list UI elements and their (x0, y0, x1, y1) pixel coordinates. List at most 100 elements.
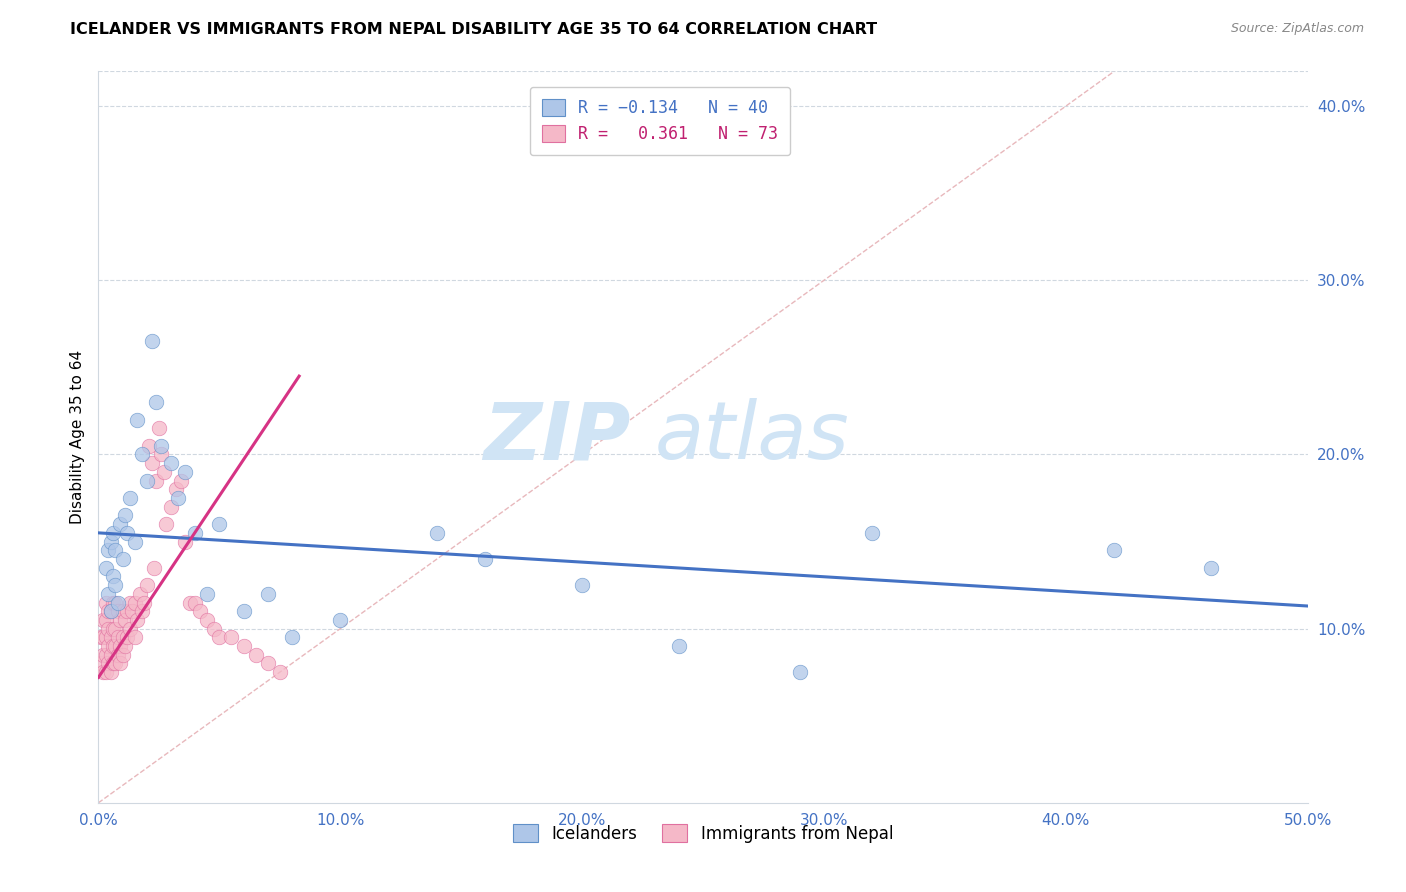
Immigrants from Nepal (245, 648, 267, 662)
Immigrants from Nepal (100, 604, 122, 618)
Immigrants from Nepal (111, 648, 134, 662)
Immigrants from Nepal (195, 613, 218, 627)
Immigrants from Nepal (145, 474, 167, 488)
Icelanders (789, 665, 811, 680)
Immigrants from Nepal (91, 613, 114, 627)
Immigrants from Nepal (138, 439, 160, 453)
Immigrants from Nepal (121, 604, 143, 618)
Icelanders (104, 578, 127, 592)
Immigrants from Nepal (94, 648, 117, 662)
Icelanders (117, 525, 139, 540)
Immigrants from Nepal (118, 595, 141, 609)
Icelanders (145, 395, 167, 409)
Icelanders (281, 631, 304, 645)
Immigrants from Nepal (97, 657, 120, 671)
Immigrants from Nepal (118, 622, 141, 636)
Icelanders (571, 578, 593, 592)
Immigrants from Nepal (104, 622, 127, 636)
Immigrants from Nepal (188, 604, 211, 618)
Text: ZIP: ZIP (484, 398, 630, 476)
Text: atlas: atlas (655, 398, 849, 476)
Immigrants from Nepal (94, 665, 117, 680)
Icelanders (118, 491, 141, 505)
Immigrants from Nepal (101, 657, 124, 671)
Text: Source: ZipAtlas.com: Source: ZipAtlas.com (1230, 22, 1364, 36)
Icelanders (232, 604, 254, 618)
Immigrants from Nepal (100, 631, 122, 645)
Immigrants from Nepal (101, 639, 124, 653)
Immigrants from Nepal (165, 483, 187, 497)
Y-axis label: Disability Age 35 to 64: Disability Age 35 to 64 (69, 350, 84, 524)
Icelanders (108, 517, 131, 532)
Icelanders (104, 543, 127, 558)
Immigrants from Nepal (104, 595, 127, 609)
Immigrants from Nepal (97, 639, 120, 653)
Immigrants from Nepal (104, 639, 127, 653)
Icelanders (131, 448, 153, 462)
Immigrants from Nepal (107, 604, 129, 618)
Immigrants from Nepal (141, 456, 163, 470)
Immigrants from Nepal (114, 639, 136, 653)
Immigrants from Nepal (256, 657, 278, 671)
Icelanders (124, 534, 146, 549)
Immigrants from Nepal (135, 578, 157, 592)
Immigrants from Nepal (111, 631, 134, 645)
Immigrants from Nepal (94, 631, 117, 645)
Immigrants from Nepal (100, 648, 122, 662)
Icelanders (97, 587, 120, 601)
Icelanders (184, 525, 207, 540)
Immigrants from Nepal (97, 622, 120, 636)
Icelanders (150, 439, 173, 453)
Icelanders (474, 552, 496, 566)
Immigrants from Nepal (117, 604, 139, 618)
Immigrants from Nepal (111, 604, 134, 618)
Immigrants from Nepal (101, 622, 124, 636)
Immigrants from Nepal (91, 665, 114, 680)
Icelanders (111, 552, 134, 566)
Icelanders (100, 534, 122, 549)
Icelanders (1102, 543, 1125, 558)
Icelanders (329, 613, 352, 627)
Icelanders (101, 525, 124, 540)
Immigrants from Nepal (90, 631, 112, 645)
Immigrants from Nepal (100, 665, 122, 680)
Icelanders (97, 543, 120, 558)
Immigrants from Nepal (124, 595, 146, 609)
Immigrants from Nepal (107, 631, 129, 645)
Immigrants from Nepal (108, 657, 131, 671)
Immigrants from Nepal (107, 648, 129, 662)
Immigrants from Nepal (150, 448, 173, 462)
Icelanders (256, 587, 278, 601)
Text: ICELANDER VS IMMIGRANTS FROM NEPAL DISABILITY AGE 35 TO 64 CORRELATION CHART: ICELANDER VS IMMIGRANTS FROM NEPAL DISAB… (70, 22, 877, 37)
Immigrants from Nepal (152, 465, 174, 479)
Immigrants from Nepal (184, 595, 207, 609)
Icelanders (167, 491, 190, 505)
Immigrants from Nepal (108, 639, 131, 653)
Immigrants from Nepal (179, 595, 201, 609)
Immigrants from Nepal (169, 474, 191, 488)
Immigrants from Nepal (104, 657, 127, 671)
Immigrants from Nepal (101, 595, 124, 609)
Icelanders (127, 412, 149, 426)
Immigrants from Nepal (94, 595, 117, 609)
Immigrants from Nepal (91, 631, 114, 645)
Immigrants from Nepal (221, 631, 243, 645)
Immigrants from Nepal (127, 613, 149, 627)
Immigrants from Nepal (131, 604, 153, 618)
Legend: Icelanders, Immigrants from Nepal: Icelanders, Immigrants from Nepal (506, 818, 900, 849)
Icelanders (114, 508, 136, 523)
Icelanders (1199, 560, 1222, 574)
Icelanders (668, 639, 690, 653)
Icelanders (141, 334, 163, 349)
Immigrants from Nepal (160, 500, 183, 514)
Immigrants from Nepal (269, 665, 291, 680)
Immigrants from Nepal (94, 613, 117, 627)
Icelanders (426, 525, 449, 540)
Immigrants from Nepal (208, 631, 231, 645)
Icelanders (135, 474, 157, 488)
Immigrants from Nepal (204, 622, 226, 636)
Immigrants from Nepal (114, 613, 136, 627)
Immigrants from Nepal (97, 604, 120, 618)
Immigrants from Nepal (124, 631, 146, 645)
Immigrants from Nepal (108, 613, 131, 627)
